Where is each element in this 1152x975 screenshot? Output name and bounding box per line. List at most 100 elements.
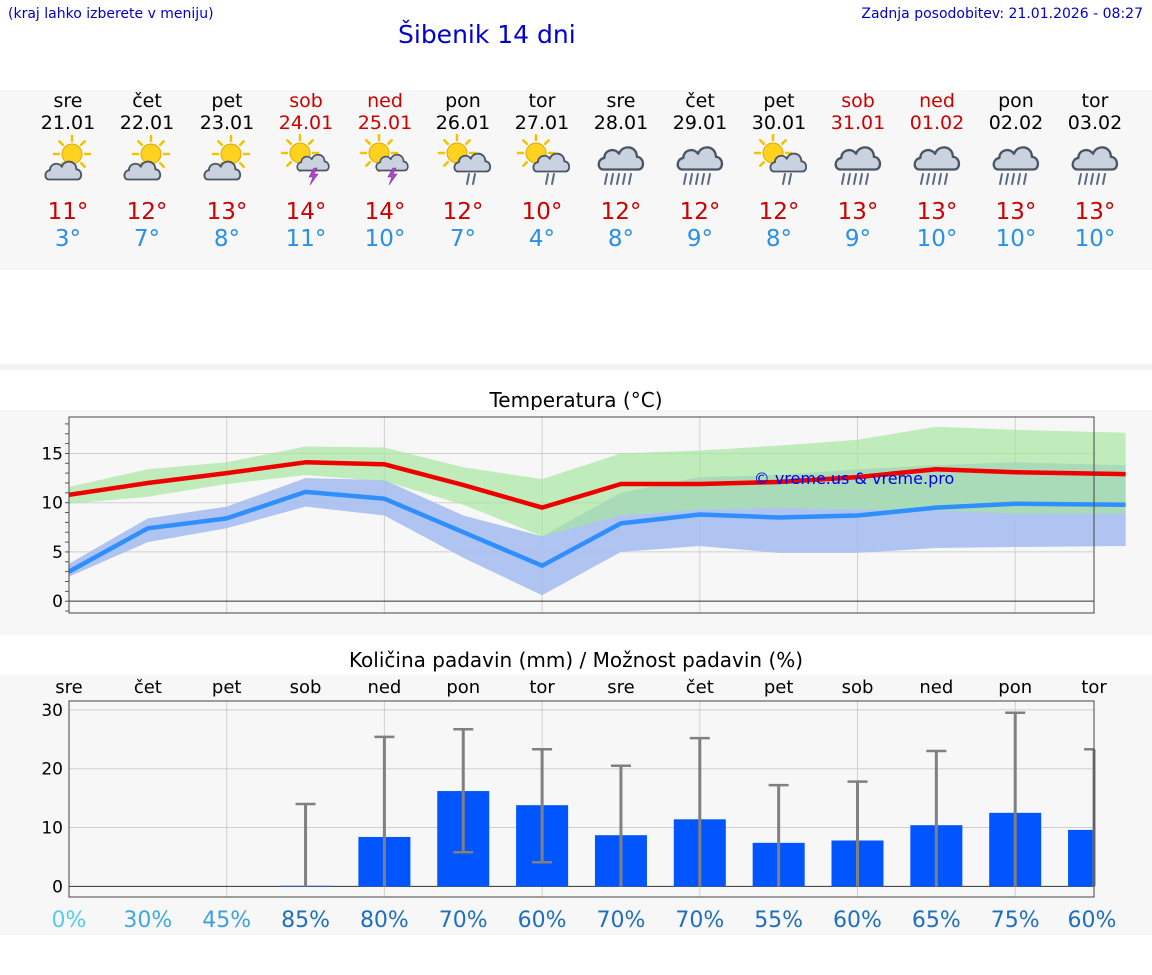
precipitation-chart-title: Količina padavin (mm) / Možnost padavin … xyxy=(348,648,804,672)
temp-min: 9° xyxy=(686,226,714,252)
rain-drop xyxy=(551,173,555,185)
temp-max: 10° xyxy=(521,199,563,225)
sun-thunderstorm-icon xyxy=(280,134,330,186)
day-name: pet xyxy=(211,90,243,112)
temp-max: 13° xyxy=(916,199,958,225)
rain-drop xyxy=(859,173,863,185)
sun-rain-icon xyxy=(753,134,807,185)
rain-drop xyxy=(545,173,549,185)
sun-ray xyxy=(79,140,86,147)
temp-max: 12° xyxy=(679,199,721,225)
temp-min: 10° xyxy=(995,226,1037,252)
cloud-shape xyxy=(1071,146,1119,171)
sun-ray xyxy=(307,139,314,146)
cloud-shape xyxy=(296,153,330,172)
rain-drop xyxy=(932,173,936,185)
temperature-chart-title: Temperatura (°C) xyxy=(489,388,663,412)
precipitation-probability: 60% xyxy=(1068,908,1117,933)
x-day-label: ned xyxy=(919,677,953,698)
sun-disc xyxy=(220,143,242,165)
plot-border xyxy=(68,700,1095,898)
sun-ray xyxy=(137,140,144,147)
temp-max: 13° xyxy=(837,199,879,225)
rain-drop xyxy=(466,173,470,185)
x-day-label: pon xyxy=(998,677,1032,698)
sun-rain-icon xyxy=(516,134,570,185)
rain-drop xyxy=(1096,173,1100,185)
temp-max: 14° xyxy=(364,199,406,225)
rain-drop xyxy=(628,173,632,185)
cloud-shape xyxy=(123,160,162,181)
day-date: 29.01 xyxy=(672,112,728,134)
rain-drop xyxy=(1090,173,1094,185)
rain-drop xyxy=(1084,173,1088,185)
cloud xyxy=(453,152,491,173)
max-temp-range-band xyxy=(69,426,1126,537)
y-tick-label: 15 xyxy=(41,444,63,464)
rain-drop xyxy=(841,173,845,185)
sun-ray xyxy=(79,161,86,168)
temp-max: 13° xyxy=(1074,199,1116,225)
y-tick-label: 20 xyxy=(41,760,63,780)
precipitation-probability: 75% xyxy=(991,908,1040,933)
cloud xyxy=(203,160,242,181)
sun-ray xyxy=(365,160,372,167)
cloud xyxy=(597,146,645,171)
precipitation-probability: 0% xyxy=(52,908,87,933)
day-date: 30.01 xyxy=(751,112,807,134)
lightning-bolt xyxy=(308,167,319,186)
cloud-shape xyxy=(375,153,409,172)
sun-ray xyxy=(522,139,529,146)
cloud-rain-icon xyxy=(676,146,724,185)
watermark: © vreme.us & vreme.pro xyxy=(754,469,955,488)
sun-ray xyxy=(365,139,372,146)
cloud xyxy=(834,146,882,171)
precipitation-probability: 80% xyxy=(360,908,409,933)
rain-drop xyxy=(1005,173,1009,185)
sun-ray xyxy=(286,160,293,167)
x-day-label: tor xyxy=(1081,677,1107,698)
rain-drop xyxy=(707,173,711,185)
y-tick-label: 10 xyxy=(41,819,63,839)
sun-disc xyxy=(140,143,162,165)
cloud-shape xyxy=(913,146,961,171)
day-name: čet xyxy=(132,90,162,112)
sun-ray xyxy=(217,140,224,147)
y-tick-label: 0 xyxy=(52,592,63,612)
rain-drop xyxy=(1102,173,1106,185)
day-name: sob xyxy=(289,90,323,112)
day-name: sob xyxy=(841,90,875,112)
rain-drop xyxy=(472,173,476,185)
cloud-shape xyxy=(532,152,570,173)
rain-drop xyxy=(695,173,699,185)
rain-drop xyxy=(616,173,620,185)
rain-drop xyxy=(788,173,792,185)
sun-ray xyxy=(759,160,766,167)
temp-min: 4° xyxy=(528,226,556,252)
location-menu-note[interactable]: (kraj lahko izberete v meniju) xyxy=(8,6,214,22)
day-name: sre xyxy=(606,90,636,112)
cloud-shape xyxy=(676,146,724,171)
temp-min: 3° xyxy=(54,226,82,252)
day-name: tor xyxy=(1081,90,1109,112)
precipitation-probability: 60% xyxy=(833,908,882,933)
precipitation-probability: 60% xyxy=(518,908,567,933)
section-divider xyxy=(0,364,1152,370)
sun-ray xyxy=(58,140,65,147)
rain-drop xyxy=(622,173,626,185)
cloud xyxy=(992,146,1040,171)
x-day-label: sre xyxy=(55,677,82,698)
day-name: pet xyxy=(763,90,795,112)
x-day-label: ned xyxy=(367,677,401,698)
rain-drop xyxy=(604,173,608,185)
cloud xyxy=(375,153,409,172)
day-date: 01.02 xyxy=(909,112,965,134)
daily-forecast-panel: sre 21.01 11° 3° čet 22.01 12° 7° pet 23… xyxy=(0,90,1152,270)
cloud xyxy=(676,146,724,171)
rain-drop xyxy=(701,173,705,185)
day-name: pon xyxy=(998,90,1034,112)
cloud-shape xyxy=(453,152,491,173)
temp-min: 7° xyxy=(449,226,477,252)
plot-border xyxy=(68,416,1095,614)
temp-max: 13° xyxy=(206,199,248,225)
